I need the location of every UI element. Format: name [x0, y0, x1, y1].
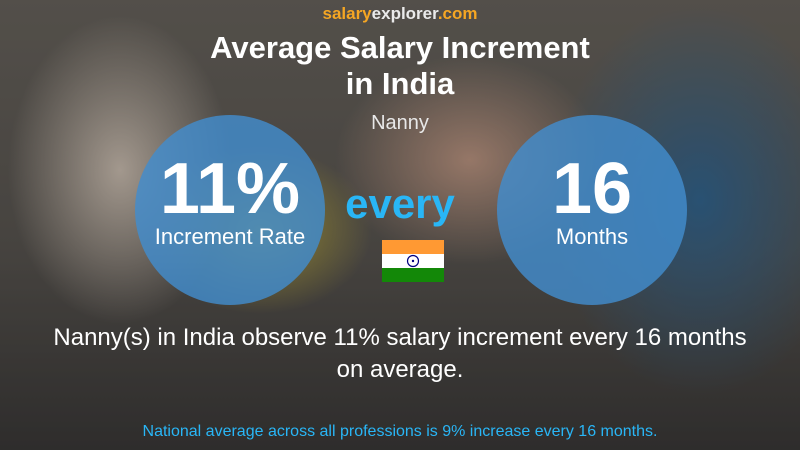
increment-value: 11% [159, 149, 301, 229]
period-value: 16 [551, 149, 633, 229]
footer: National average across all professions … [142, 423, 658, 440]
title-line: Average Salary Increment [210, 30, 590, 65]
increment-label: Increment Rate [154, 224, 306, 249]
title: Average Salary Increment in India [0, 30, 800, 102]
increment-circle [135, 115, 325, 305]
brand-salary: salary [322, 4, 372, 23]
summary: Nanny(s) in India observe 11% salary inc… [53, 324, 747, 383]
period-label: Months [555, 224, 629, 249]
subtitle: Nanny [371, 112, 429, 134]
brand-explorer: explorer [371, 4, 438, 23]
title-line: in India [345, 66, 455, 101]
india-flag [382, 240, 444, 282]
brand-tld: .com [437, 4, 478, 23]
period-circle [497, 115, 687, 305]
brand: salaryexplorer.com [0, 4, 800, 24]
connector: every [345, 180, 455, 227]
